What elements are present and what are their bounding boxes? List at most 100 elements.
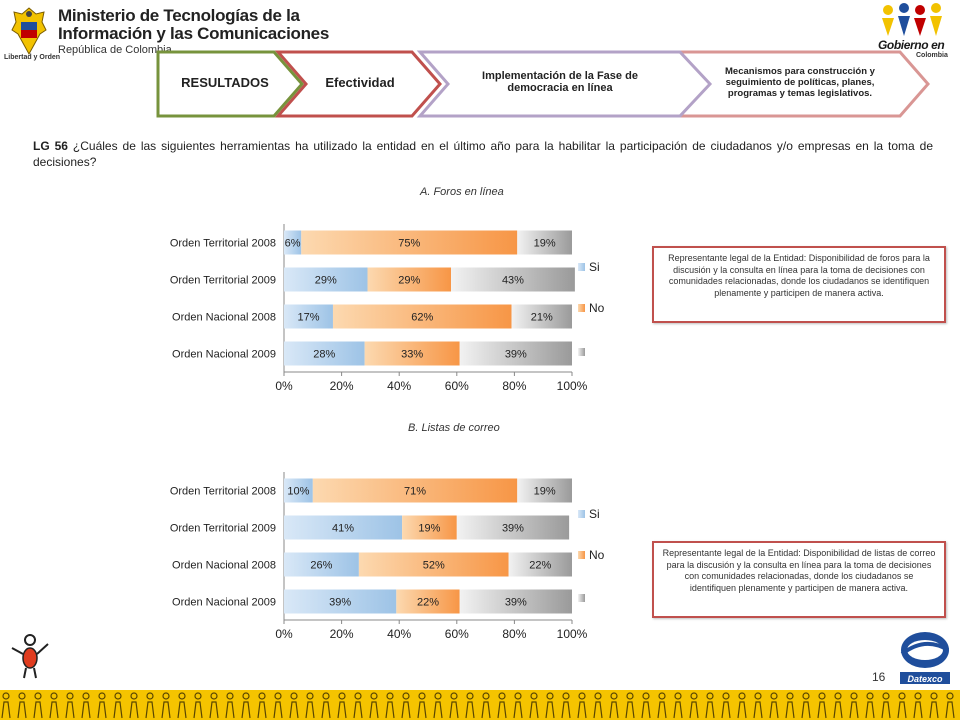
- data-label: 19%: [418, 523, 440, 535]
- ministry-name-line1: Ministerio de Tecnologías de la: [58, 6, 300, 25]
- ministry-name-line2: Información y las Comunicaciones: [58, 24, 329, 43]
- data-label: 21%: [531, 312, 553, 324]
- data-label: 75%: [398, 238, 420, 250]
- datexco-label: Datexco: [907, 674, 943, 684]
- category-label: Orden Nacional 2009: [172, 597, 276, 609]
- x-tick-label: 60%: [445, 379, 469, 393]
- legend-swatch: [578, 551, 585, 559]
- bar-segment-other: [508, 552, 572, 577]
- data-label: 26%: [310, 560, 332, 572]
- data-label: 22%: [529, 560, 551, 572]
- step-chevron-3: [416, 50, 713, 118]
- chart-b-title: B. Listas de correo: [408, 422, 500, 434]
- step-resultados: RESULTADOS: [181, 74, 269, 90]
- category-label: Orden Nacional 2009: [172, 349, 276, 361]
- legend-label: No: [589, 548, 605, 562]
- bar-segment-si: [284, 478, 313, 503]
- legend-swatch: [578, 304, 585, 312]
- ministry-country: República de Colombia: [58, 44, 172, 56]
- category-label: Orden Nacional 2008: [172, 560, 276, 572]
- legend-swatch: [578, 510, 585, 518]
- data-label: 39%: [505, 349, 527, 361]
- ministry-motto: Libertad y Orden: [4, 54, 61, 61]
- legend-swatch: [578, 594, 585, 602]
- data-label: 52%: [423, 560, 445, 572]
- bar-segment-other: [456, 515, 570, 540]
- note-b: Representante legal de la Entidad: Dispo…: [652, 541, 946, 618]
- bar-segment-no: [358, 552, 509, 577]
- bar-segment-si: [284, 515, 403, 540]
- bar-segment-no: [402, 515, 457, 540]
- data-label: 43%: [502, 275, 524, 287]
- person-mascot-icon: [11, 634, 49, 679]
- datexco-logo-icon: Datexco: [900, 632, 950, 684]
- legend-label: No: [589, 301, 605, 315]
- bar-segment-si: [284, 230, 302, 255]
- category-label: Orden Territorial 2008: [170, 486, 276, 498]
- x-tick-label: 80%: [502, 627, 526, 640]
- data-label: 17%: [297, 312, 319, 324]
- data-label: 19%: [534, 238, 556, 250]
- question-body: ¿Cuáles de las siguientes herramientas h…: [33, 139, 933, 169]
- data-label: 19%: [534, 486, 556, 498]
- step-chevron-1: [156, 50, 304, 118]
- data-label: 62%: [411, 312, 433, 324]
- x-tick-label: 100%: [557, 379, 588, 393]
- x-tick-label: 100%: [557, 627, 588, 640]
- bar-segment-other: [451, 267, 575, 292]
- x-tick-label: 0%: [275, 627, 293, 640]
- x-tick-label: 40%: [387, 627, 411, 640]
- data-label: 39%: [329, 597, 351, 609]
- bar-segment-no: [301, 230, 518, 255]
- data-label: 29%: [398, 275, 420, 287]
- bar-segment-si: [284, 589, 397, 614]
- data-label: 10%: [287, 486, 309, 498]
- process-steps: [156, 50, 930, 118]
- bar-segment-no: [367, 267, 452, 292]
- bar-segment-si: [284, 304, 333, 329]
- data-label: 39%: [502, 523, 524, 535]
- step-mecanismos: Mecanismos para construcción y seguimien…: [725, 65, 875, 99]
- question-text: LG 56 ¿Cuáles de las siguientes herramie…: [33, 138, 933, 170]
- bar-segment-no: [364, 341, 460, 366]
- x-tick-label: 60%: [445, 627, 469, 640]
- question-code: LG 56: [33, 139, 68, 153]
- data-label: 6%: [285, 238, 301, 250]
- chart-a-foros: Orden Territorial 2008 6% 75% 19% Orden Terr…: [170, 224, 605, 393]
- data-label: 33%: [401, 349, 423, 361]
- gobierno-en-linea-logo-icon: [882, 3, 942, 36]
- x-tick-label: 20%: [330, 379, 354, 393]
- note-a: Representante legal de la Entidad: Dispo…: [652, 246, 946, 323]
- coat-of-arms-icon: [11, 7, 47, 56]
- category-label: Orden Territorial 2009: [170, 275, 276, 287]
- bar-segment-si: [284, 267, 368, 292]
- bar-segment-si: [284, 552, 359, 577]
- step-efectividad: Efectividad: [325, 74, 395, 90]
- data-label: 28%: [313, 349, 335, 361]
- page-number: 16: [872, 670, 886, 684]
- step-implementacion: Implementación de la Fase de democracia …: [482, 70, 638, 94]
- x-tick-label: 40%: [387, 379, 411, 393]
- x-tick-label: 20%: [330, 627, 354, 640]
- bar-segment-other: [517, 230, 572, 255]
- chart-a-title: A. Foros en línea: [420, 186, 504, 198]
- bar-segment-si: [284, 341, 365, 366]
- bar-segment-no: [396, 589, 460, 614]
- chart-b-listas: Orden Territorial 2008 10% 71% 19% Orden Ter…: [170, 472, 605, 640]
- category-label: Orden Territorial 2009: [170, 523, 276, 535]
- data-label: 22%: [417, 597, 439, 609]
- step-chevron-2: [274, 50, 442, 118]
- legend-swatch: [578, 263, 585, 271]
- data-label: 39%: [505, 597, 527, 609]
- legend-label: Si: [589, 260, 600, 274]
- data-label: 71%: [404, 486, 426, 498]
- x-tick-label: 80%: [502, 379, 526, 393]
- legend-swatch: [578, 348, 585, 356]
- data-label: 41%: [332, 523, 354, 535]
- bar-segment-other: [459, 341, 572, 366]
- bar-segment-no: [312, 478, 518, 503]
- legend-label: Si: [589, 507, 600, 521]
- category-label: Orden Territorial 2008: [170, 238, 276, 250]
- category-label: Orden Nacional 2008: [172, 312, 276, 324]
- bar-segment-other: [511, 304, 572, 329]
